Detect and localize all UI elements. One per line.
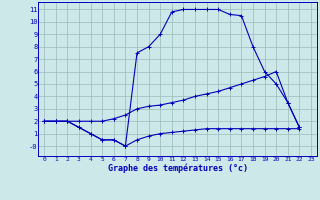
X-axis label: Graphe des températures (°c): Graphe des températures (°c) xyxy=(108,163,248,173)
